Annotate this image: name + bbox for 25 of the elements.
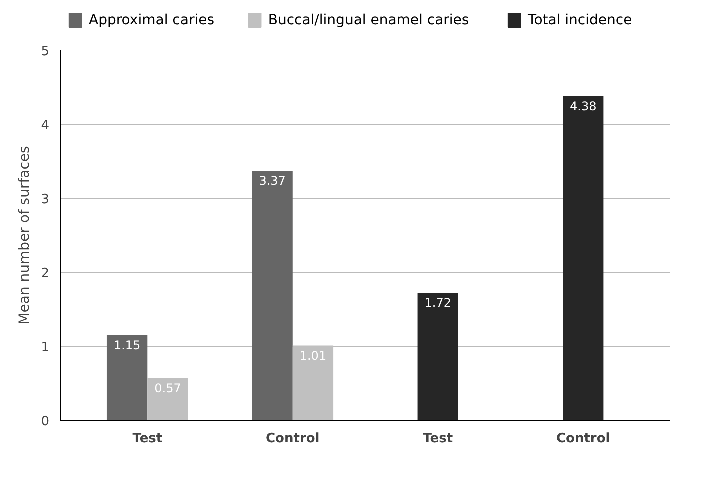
legend-label: Approximal caries bbox=[88, 12, 214, 28]
y-tick-label: 5 bbox=[41, 44, 50, 60]
data-label: 1.72 bbox=[424, 296, 452, 310]
bar bbox=[148, 378, 188, 420]
y-tick-label: 2 bbox=[41, 266, 50, 282]
legend-label: Buccal/lingual enamel caries bbox=[268, 12, 470, 28]
y-tick-label: 1 bbox=[41, 340, 50, 356]
data-label: 0.57 bbox=[154, 381, 182, 396]
x-tick-label: Test bbox=[132, 432, 163, 446]
bar bbox=[418, 293, 458, 420]
data-label: 3.37 bbox=[259, 174, 286, 188]
y-axis-title: Mean number of surfaces bbox=[17, 146, 34, 325]
x-tick-label: Control bbox=[556, 432, 610, 446]
bar bbox=[106, 335, 148, 420]
data-label: 1.15 bbox=[114, 338, 141, 352]
y-tick-label: 0 bbox=[41, 414, 50, 430]
x-tick-label: Test bbox=[423, 432, 454, 446]
legend-label: Total incidence bbox=[527, 12, 632, 28]
x-tick-label: Control bbox=[266, 432, 320, 446]
y-tick-label: 4 bbox=[41, 118, 50, 134]
bar bbox=[563, 96, 604, 420]
data-label: 1.01 bbox=[300, 348, 327, 363]
y-tick-label: 3 bbox=[41, 192, 50, 208]
bar bbox=[252, 171, 293, 420]
data-label: 4.38 bbox=[570, 99, 597, 114]
